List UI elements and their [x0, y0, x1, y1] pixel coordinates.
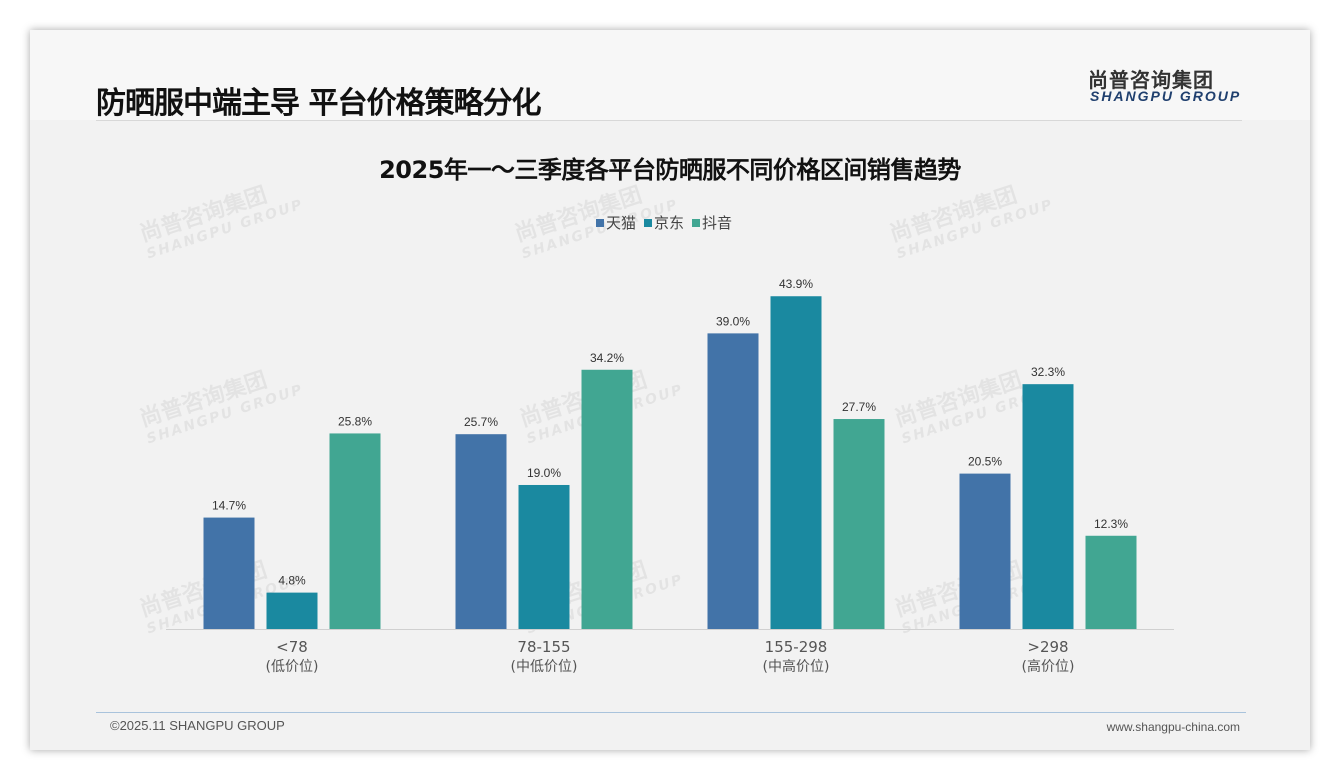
x-tick-label: 78-155: [517, 638, 570, 656]
chart-title: 2025年一～三季度各平台防晒服不同价格区间销售趋势: [379, 156, 961, 184]
x-tick-sublabel: (中低价位): [511, 659, 578, 675]
x-tick-label: 155-298: [765, 638, 828, 656]
x-tick-label: <78: [276, 638, 308, 656]
legend-item: 京东: [644, 212, 684, 233]
data-label: 25.7%: [464, 415, 498, 429]
legend-label: 天猫: [606, 214, 637, 232]
legend-item: 抖音: [692, 212, 732, 233]
bar: [833, 419, 885, 629]
data-label: 34.2%: [590, 351, 624, 365]
data-label: 4.8%: [278, 574, 306, 588]
bar: [959, 473, 1011, 629]
bar: [1085, 535, 1137, 629]
data-label: 32.3%: [1031, 365, 1065, 379]
bar: [1022, 384, 1074, 629]
data-label: 27.7%: [842, 400, 876, 414]
bar: [203, 517, 255, 629]
legend: 天猫 京东 抖音: [596, 212, 732, 233]
bar: [518, 484, 570, 629]
legend-swatch: [644, 219, 653, 227]
bar: [581, 369, 633, 629]
bar: [329, 433, 381, 629]
legend-label: 京东: [654, 214, 685, 232]
bar: [770, 296, 822, 629]
x-tick-sublabel: (低价位): [266, 659, 319, 675]
x-tick-sublabel: (中高价位): [763, 658, 830, 675]
bar: [455, 434, 507, 629]
footer-divider: [96, 712, 1246, 713]
footer-website: www.shangpu-china.com: [1106, 720, 1240, 734]
header-divider: [96, 120, 1242, 121]
data-label: 14.7%: [212, 499, 246, 513]
data-label: 19.0%: [527, 466, 561, 480]
legend-swatch: [596, 219, 604, 227]
logo-chinese: 尚普咨询集团: [1088, 68, 1214, 92]
data-label: 20.5%: [968, 455, 1002, 469]
bar: [707, 333, 759, 629]
data-label: 25.8%: [338, 414, 372, 428]
bar: [266, 592, 318, 629]
data-label: 43.9%: [779, 277, 813, 291]
data-label: 12.3%: [1094, 517, 1128, 531]
x-tick-label: >298: [1027, 638, 1068, 656]
header-bar: [30, 30, 1310, 120]
logo-english: SHANGPU GROUP: [1090, 88, 1242, 104]
footer-copyright: ©2025.11 SHANGPU GROUP: [110, 718, 285, 733]
legend-label: 抖音: [702, 214, 733, 232]
legend-item: 天猫: [596, 212, 636, 233]
legend-swatch: [692, 219, 701, 227]
x-tick-sublabel: (高价位): [1022, 658, 1075, 675]
data-label: 39.0%: [716, 314, 750, 328]
page-title: 防晒服中端主导 平台价格策略分化: [96, 86, 541, 121]
